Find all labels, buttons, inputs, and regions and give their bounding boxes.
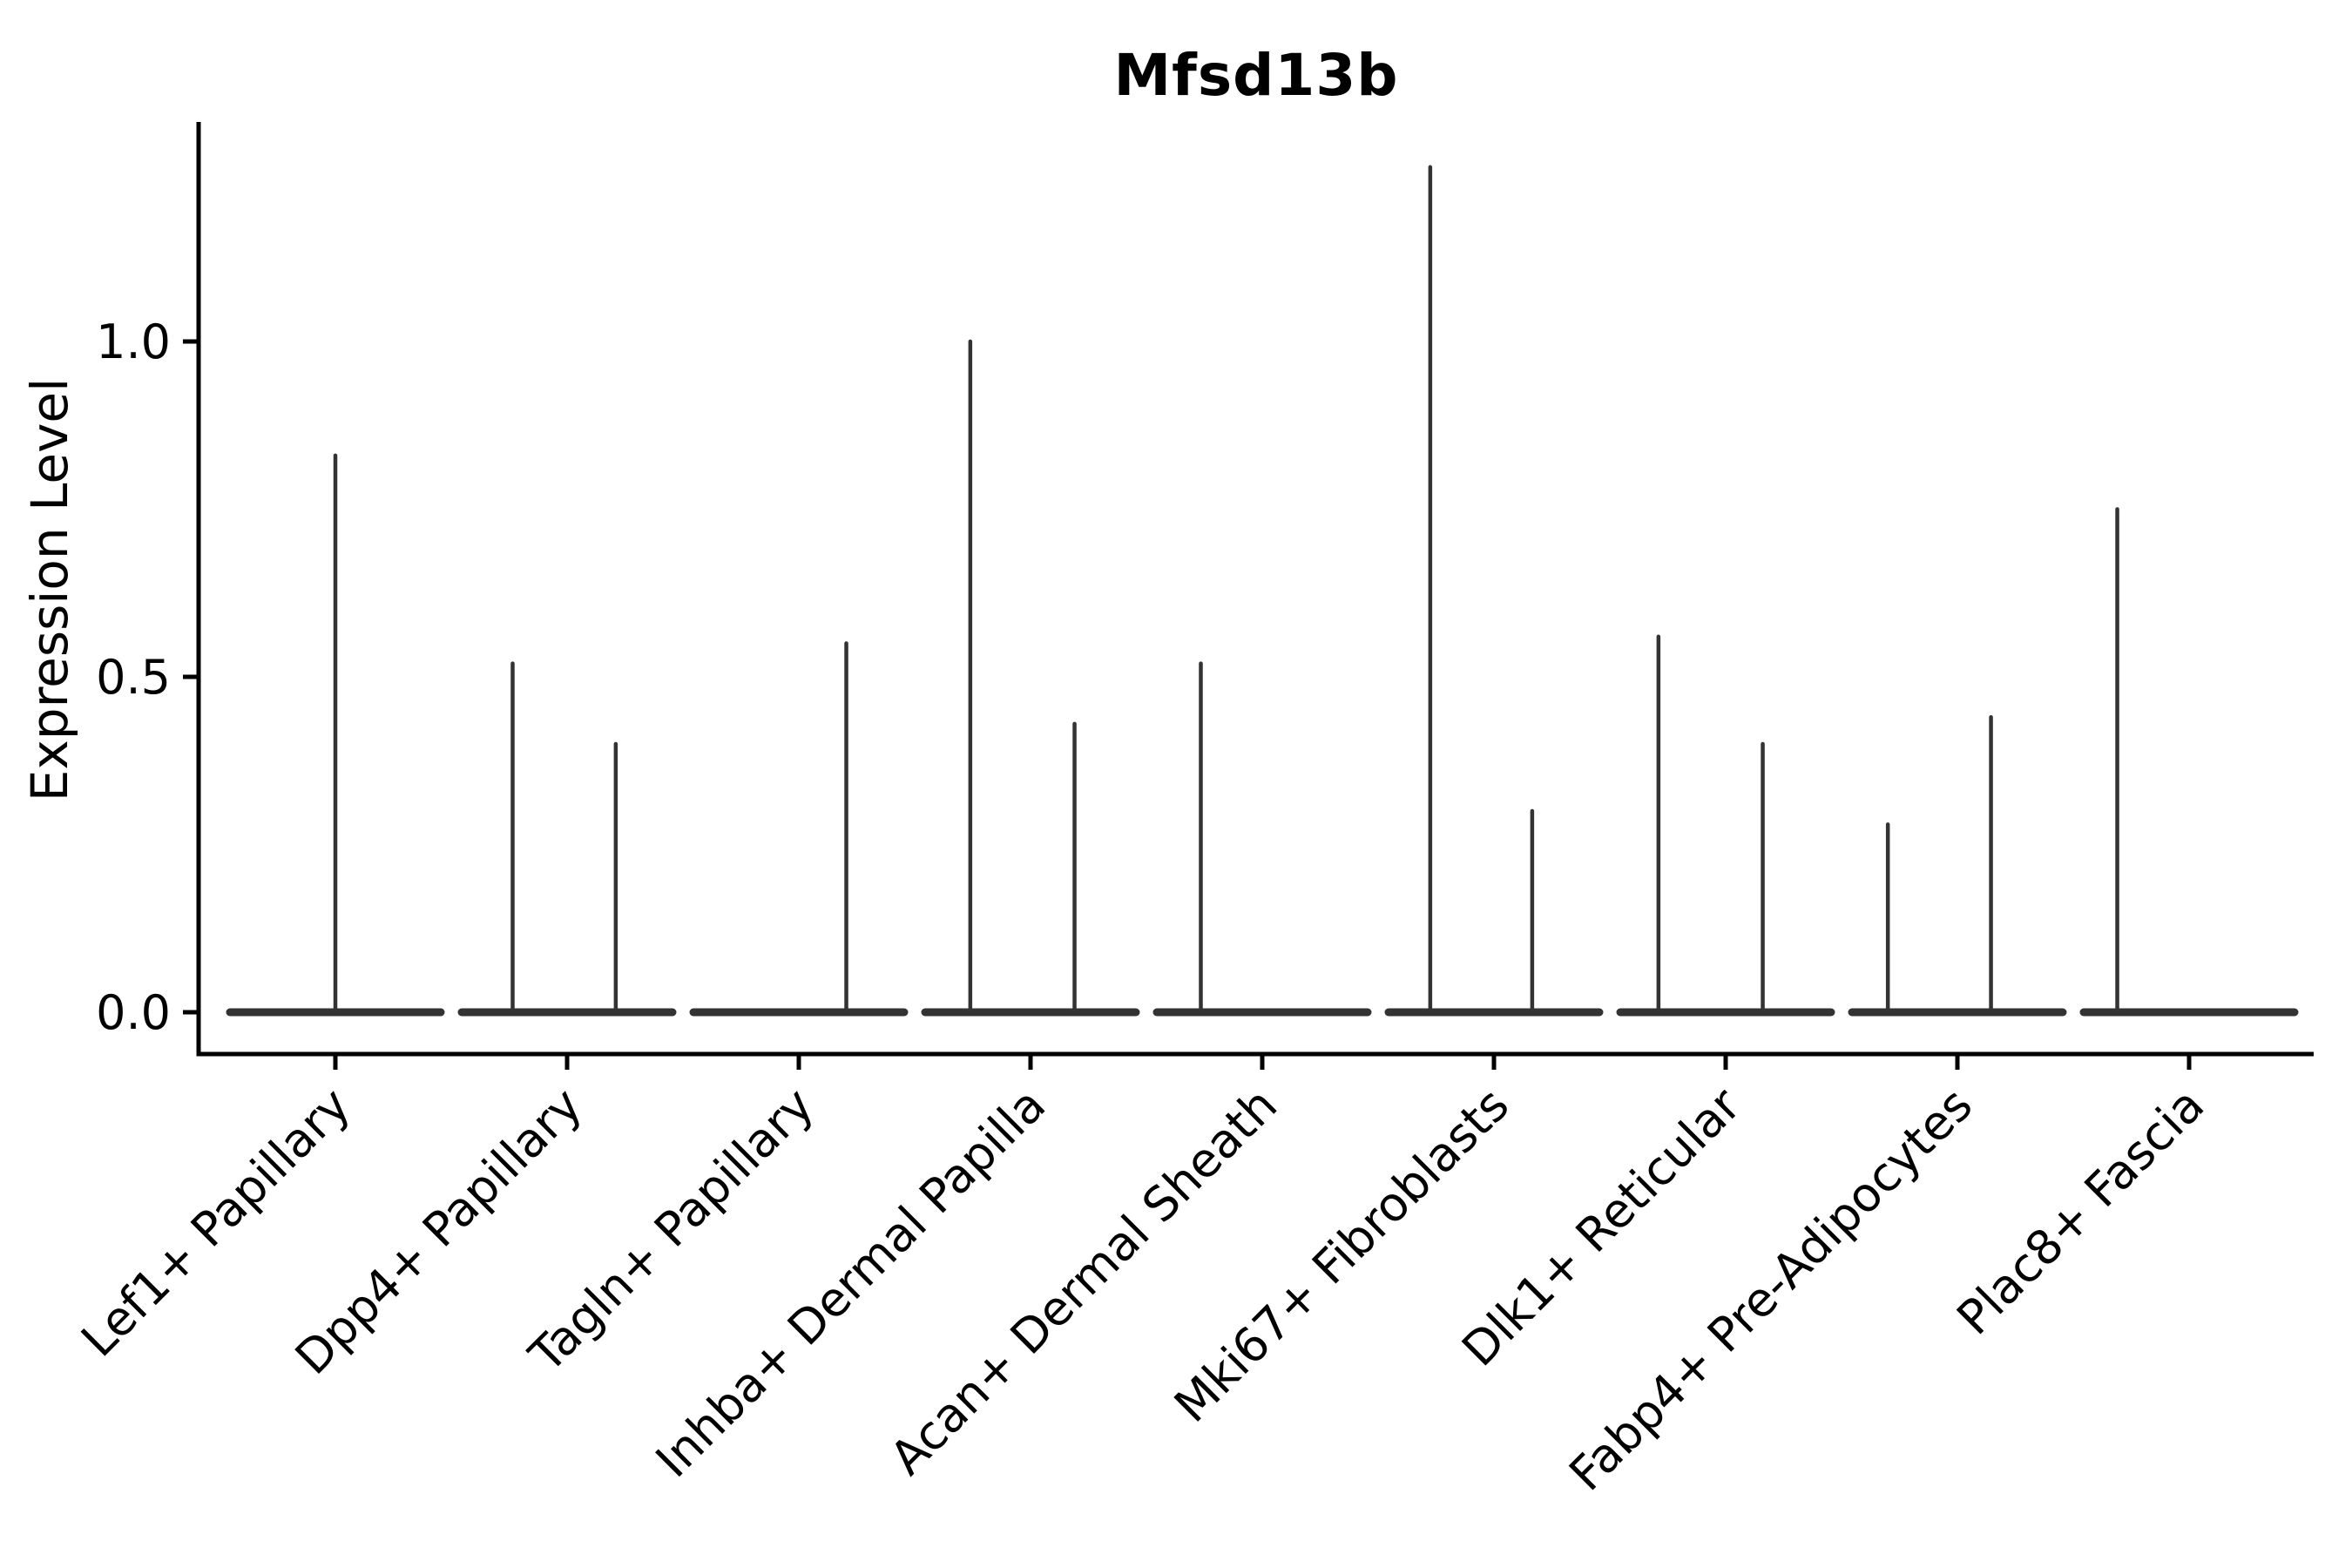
x-tick-label: Acan+ Dermal Sheath [880,1078,1288,1485]
y-tick-label: 1.0 [96,314,171,369]
axes-spines [196,122,2314,1057]
x-tick-label: Fabp4+ Pre-Adipocytes [1558,1078,1983,1502]
y-tick-label: 0.0 [96,985,171,1040]
y-tick-label: 0.5 [96,650,171,705]
chart-title: Mfsd13b [1113,42,1399,109]
x-tick-label: Inhba+ Dermal Papilla [645,1078,1056,1488]
x-tick-label: Plac8+ Fascia [1946,1078,2214,1346]
